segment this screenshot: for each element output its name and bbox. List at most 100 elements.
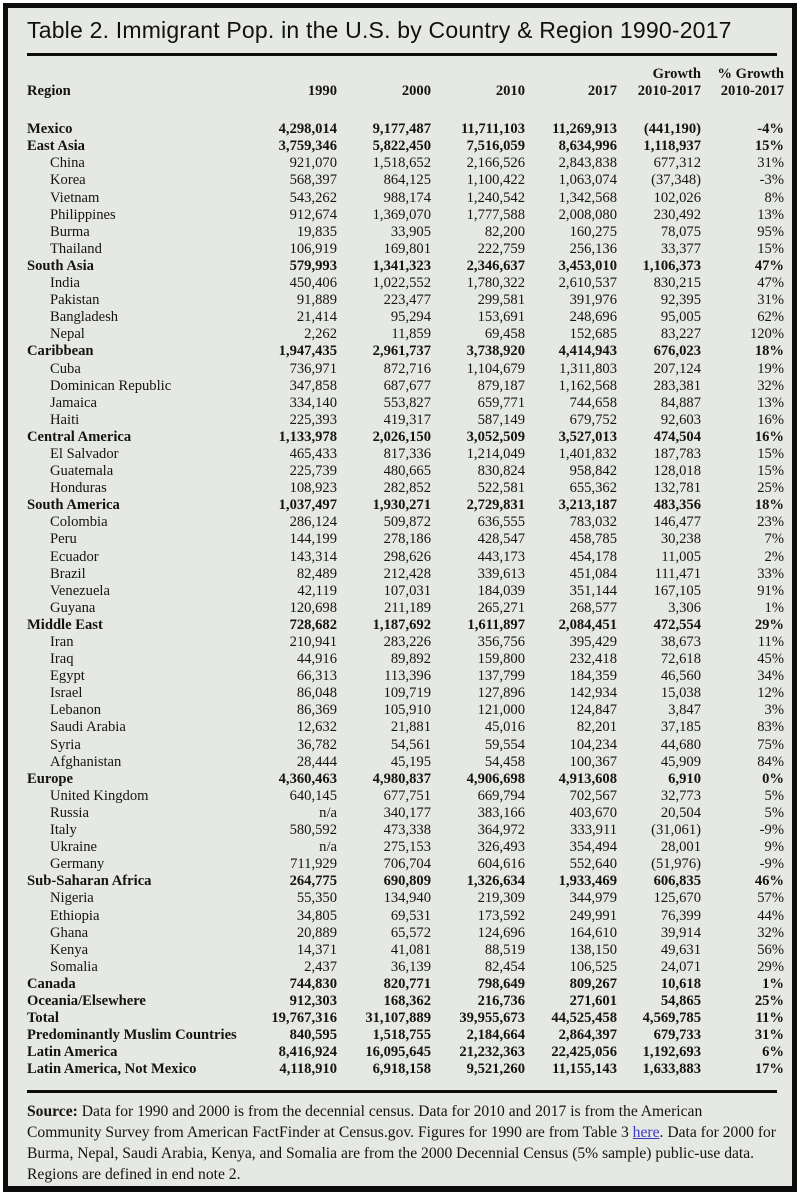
row-value-growth: 92,603 xyxy=(660,411,701,428)
row-label: Peru xyxy=(50,531,77,548)
row-value-2000: 677,751 xyxy=(383,787,431,804)
row-value-2000: 817,336 xyxy=(383,445,431,462)
row-value-2017: 248,696 xyxy=(569,309,617,326)
row-value-1990: 450,406 xyxy=(289,275,337,292)
row-value-2010: 2,346,637 xyxy=(466,257,525,274)
row-value-1990: 21,414 xyxy=(296,309,337,326)
row-value-2010: 3,738,920 xyxy=(466,343,525,360)
row-label: Central America xyxy=(27,428,132,445)
row-value-2010: 2,166,526 xyxy=(466,155,525,172)
row-value-2010: 4,906,698 xyxy=(466,770,525,787)
row-value-pct-growth: 29% xyxy=(754,616,784,633)
row-value-pct-growth: 15% xyxy=(757,463,784,480)
row-label: Ghana xyxy=(50,924,89,941)
row-value-pct-growth: 5% xyxy=(764,787,784,804)
row-value-growth: 132,781 xyxy=(653,480,701,497)
table-3-link[interactable]: here xyxy=(632,1124,660,1142)
table-row: Mexico 4,298,014 9,177,487 11,711,103 11… xyxy=(27,121,784,138)
row-value-pct-growth: 11% xyxy=(757,634,784,650)
row-value-pct-growth: 18% xyxy=(754,343,784,360)
row-value-pct-growth: 57% xyxy=(757,890,784,907)
row-value-growth: 676,023 xyxy=(653,343,701,360)
row-value-growth: 49,631 xyxy=(660,941,701,958)
row-value-growth: 187,783 xyxy=(653,445,701,462)
column-header-2010: 2010 xyxy=(495,83,525,100)
row-value-pct-growth: 44% xyxy=(757,907,784,924)
row-label: Oceania/Elsewhere xyxy=(27,992,146,1009)
row-value-1990: 44,916 xyxy=(296,651,337,668)
row-label: India xyxy=(50,275,80,292)
row-value-2000: 41,081 xyxy=(390,941,431,958)
row-label: Dominican Republic xyxy=(50,377,172,394)
row-value-pct-growth: 3% xyxy=(764,702,784,719)
source-text-after: . Data for 2000 for Burma, Nepal, Saudi … xyxy=(27,1124,776,1163)
table-row: Bangladesh 21,414 95,294 153,691 248,696… xyxy=(27,309,784,326)
row-value-1990: 543,262 xyxy=(289,189,337,206)
row-value-pct-growth: 45% xyxy=(757,651,784,668)
row-value-2000: 1,022,552 xyxy=(372,275,431,292)
row-label: East Asia xyxy=(27,138,85,155)
table-row: Thailand 106,919 169,801 222,759 256,136… xyxy=(27,241,784,258)
row-label: Nigeria xyxy=(50,890,94,907)
row-value-2010: 879,187 xyxy=(477,377,525,394)
table-row: Nigeria 55,350 134,940 219,309 344,979 1… xyxy=(27,890,784,907)
row-value-2010: 9,521,260 xyxy=(466,1061,525,1078)
row-label: Nepal xyxy=(50,326,85,343)
row-value-2000: 107,031 xyxy=(383,582,431,599)
row-value-1990: 82,489 xyxy=(296,565,337,582)
row-value-growth: 20,504 xyxy=(660,804,701,821)
row-value-1990: 465,433 xyxy=(289,445,337,462)
row-value-pct-growth: 33% xyxy=(757,565,784,582)
row-value-2010: 798,649 xyxy=(477,975,525,992)
row-value-2010: 1,611,897 xyxy=(467,616,525,633)
row-value-growth: 6,910 xyxy=(668,770,701,787)
row-value-2010: 3,052,509 xyxy=(466,428,525,445)
row-value-pct-growth: 84% xyxy=(757,753,784,770)
row-value-2010: 604,616 xyxy=(477,856,525,873)
source-label: Source: xyxy=(27,1103,78,1121)
row-value-1990: 19,767,316 xyxy=(271,1010,337,1027)
row-value-2000: 864,125 xyxy=(383,172,431,189)
row-value-2010: 339,613 xyxy=(477,565,525,582)
footer-divider xyxy=(27,1090,777,1094)
row-value-1990: 286,124 xyxy=(289,514,337,531)
row-label: Latin America, Not Mexico xyxy=(27,1061,197,1078)
row-value-1990: 736,971 xyxy=(289,360,337,377)
row-value-2010: 265,271 xyxy=(477,599,525,616)
row-value-2010: 39,955,673 xyxy=(459,1010,525,1027)
row-value-2010: 522,581 xyxy=(477,480,525,497)
row-value-growth: 84,887 xyxy=(660,394,701,411)
table-row: Brazil 82,489 212,428 339,613 451,084 11… xyxy=(27,566,784,583)
row-value-1990: 640,145 xyxy=(289,787,337,804)
row-value-2010: 7,516,059 xyxy=(466,138,525,155)
row-value-1990: 4,118,910 xyxy=(279,1061,337,1078)
row-value-2017: 958,842 xyxy=(569,463,617,480)
row-value-2000: 1,518,755 xyxy=(372,1027,431,1044)
row-value-2010: 659,771 xyxy=(477,394,525,411)
table-row: Nepal 2,262 11,859 69,458 152,685 83,227… xyxy=(27,326,784,343)
row-value-2000: 687,677 xyxy=(383,377,431,394)
row-value-pct-growth: 56% xyxy=(757,941,784,958)
row-value-growth: 54,865 xyxy=(660,992,701,1009)
row-value-2017: 44,525,458 xyxy=(551,1010,617,1027)
table-row: Egypt 66,313 113,396 137,799 184,359 46,… xyxy=(27,668,784,685)
row-value-pct-growth: 9% xyxy=(764,839,784,856)
row-value-2010: 1,777,588 xyxy=(466,206,525,223)
row-label: Kenya xyxy=(50,941,89,958)
row-value-growth: 1,106,373 xyxy=(642,257,701,274)
table-content: Table 2. Immigrant Pop. in the U.S. by C… xyxy=(8,8,792,1185)
row-value-growth: 45,909 xyxy=(660,753,701,770)
row-value-2017: 391,976 xyxy=(569,292,617,309)
row-value-2017: 1,162,568 xyxy=(558,377,617,394)
table-row: Venezuela 42,119 107,031 184,039 351,144… xyxy=(27,583,784,600)
row-label: China xyxy=(50,155,85,172)
row-value-2017: 249,991 xyxy=(569,907,617,924)
header-spacer xyxy=(525,56,617,83)
row-label: Russia xyxy=(50,804,89,821)
row-value-2017: 1,311,803 xyxy=(559,360,617,377)
row-label: Iraq xyxy=(50,651,74,668)
table-row: Lebanon 86,369 105,910 121,000 124,847 3… xyxy=(27,702,784,719)
table-row: Ecuador 143,314 298,626 443,173 454,178 … xyxy=(27,549,784,566)
header-spacer xyxy=(27,56,252,83)
table-row: Italy 580,592 473,338 364,972 333,911 (3… xyxy=(27,822,784,839)
